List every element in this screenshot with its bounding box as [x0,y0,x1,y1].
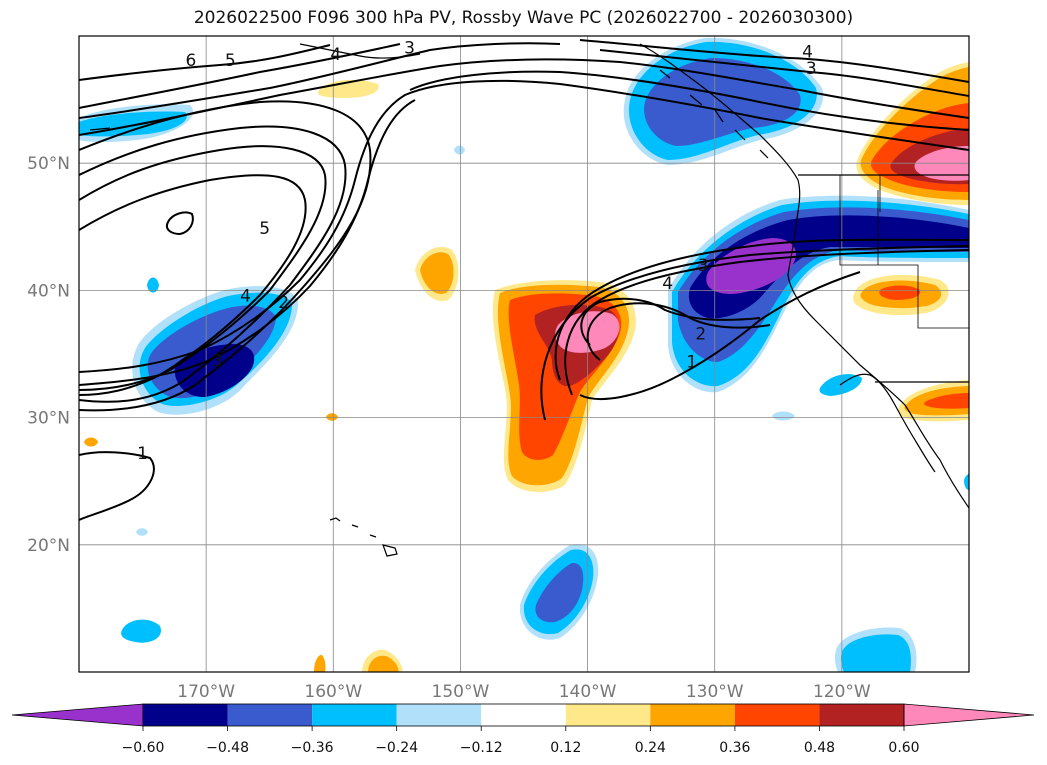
colorbar-tick-label: 0.36 [719,740,750,756]
baja-coast [839,373,936,473]
pos-anomaly-small-3-core [924,393,969,409]
x-tick-label: 150°W [432,682,490,702]
contour-label: 5 [259,219,270,239]
pv-contour-south [79,451,155,521]
us-states [839,175,969,329]
contour-label: 4 [330,45,341,65]
colorbar-tick-label: 0.12 [550,740,581,756]
contour-label: 3 [404,38,415,58]
pv-contour-ridge-2 [79,99,416,386]
neg-anomaly-dot-7 [964,474,969,490]
contour-label: 6 [185,51,196,71]
contour-label: 4 [802,42,813,62]
colorbar-segment [734,704,820,726]
colorbar-tick-label: −0.48 [206,740,249,756]
contour-label: 3 [806,59,817,79]
neg-anomaly-dot-4 [772,411,795,421]
colorbar-segment [227,704,313,726]
contour-label: 2 [695,325,706,345]
colorbar-segment [481,704,566,726]
pos-anomaly-small-2-core [879,285,921,300]
colorbar-frame [142,703,905,727]
colorbar-tick-label: 0.60 [888,740,919,756]
contour-label: 4 [240,286,251,306]
pv-contour-3-ne [599,49,969,97]
pos-anomaly-small-1-inner [420,252,454,294]
y-axis-ticks: 20°N 30°N 40°N 50°N [27,154,70,556]
neg-anomaly-south-mid [535,562,584,623]
pos-anomaly-dot-2 [326,413,338,421]
neg-anomaly-dot-5 [454,145,465,155]
pv-contour-4-north [79,42,561,119]
x-tick-label: 160°W [304,682,362,702]
pv-contour-5 [79,43,401,109]
colorbar: −0.60 −0.48 −0.36 −0.24 −0.12 0.12 0.24 0.36 0.4… [11,703,1035,756]
neg-anomaly-dot-6 [136,528,148,536]
x-tick-label: 120°W [813,682,871,702]
colorbar-tick-label: −0.24 [375,740,418,756]
y-tick-label: 40°N [27,281,70,301]
coast-islands [659,69,769,159]
pv-contours [79,39,969,521]
contour-label: 4 [662,274,673,294]
colorbar-segment [143,704,228,726]
colorbar-tick-label: −0.60 [122,740,165,756]
chart-title: 2026022500 F096 300 hPa PV, Rossby Wave … [193,8,854,28]
map-frame [78,35,970,673]
pv-contour-2-ne [409,70,969,131]
pv-contour-cutoff-5 [586,302,771,361]
contour-label: 5 [225,51,236,71]
y-tick-label: 30°N [27,409,70,429]
pv-contour-cutoff-2 [564,249,969,396]
colorbar-tick-label: −0.36 [291,740,334,756]
pv-contour-cutoff-3 [540,245,969,421]
x-axis-ticks: 170°W 160°W 150°W 140°W 130°W 120°W [177,682,871,702]
neg-anomaly-dot-1 [121,619,161,643]
neg-anomaly-ne-mid [644,58,801,146]
pv-contour-ridge-1 [79,79,969,373]
pv-contour-cutoff-4 [580,297,761,346]
neg-anomaly-east-purple [706,238,796,294]
pv-contour-6 [79,44,331,81]
pos-anomaly-dot-1 [84,437,98,447]
x-tick-label: 170°W [177,682,235,702]
colorbar-segment [650,704,735,726]
contour-label: 1 [686,353,697,373]
neg-anomaly-dot-2 [147,277,159,293]
colorbar-segment [565,704,651,726]
pv-contour-trough-1 [79,145,327,391]
colorbar-extend-max [903,703,1035,727]
contour-label: 2 [278,293,289,313]
colorbar-tick-label: −0.12 [460,740,503,756]
x-tick-label: 140°W [559,682,617,702]
contour-label: 3 [212,351,223,371]
pv-contour-5-closed [166,211,194,236]
y-tick-label: 20°N [27,536,70,556]
colorbar-extend-min [11,703,144,727]
pv-contour-4-ne [579,39,969,83]
colorbar-segment [819,704,904,726]
colorbar-tick-label: 0.24 [635,740,666,756]
colorbar-tick-label: 0.48 [804,740,835,756]
x-tick-label: 130°W [686,682,744,702]
neg-anomaly-se-inner [840,634,911,672]
pv-contour-cutoff-6 [579,271,861,401]
hawaii [329,517,398,557]
colorbar-segment [312,704,397,726]
pos-anomaly-small-5-inner [368,655,399,672]
contour-label: 1 [137,444,148,464]
contour-label: 3 [698,256,709,276]
colorbar-segment [396,704,482,726]
pv-contour-trough-3 [79,125,347,403]
pos-anomaly-small-6 [314,654,326,672]
y-tick-label: 50°N [27,154,70,174]
pv-contour-3-north [79,58,969,136]
